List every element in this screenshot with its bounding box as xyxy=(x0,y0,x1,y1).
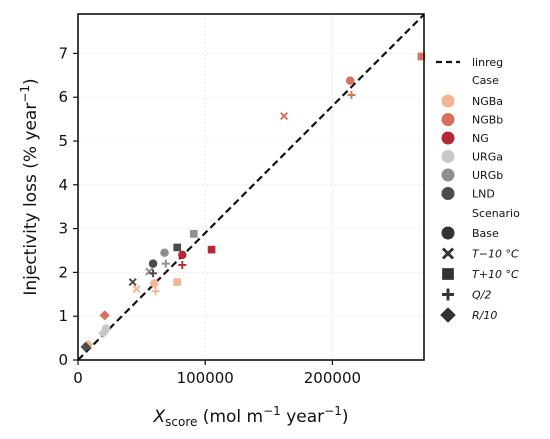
legend-case-label-urga: URGa xyxy=(472,151,503,164)
y-axis-label: Injectivity loss (% year−1) xyxy=(18,78,41,295)
data-points xyxy=(80,52,426,352)
y-tick-label-4: 4 xyxy=(58,176,68,194)
point-urgb-t-10-c-17 xyxy=(189,230,198,238)
point-lnd-r-10-23 xyxy=(80,341,91,352)
legend-scenario-entries: Base T−10 °C T+10 °C Q/2 R/10 xyxy=(440,226,519,323)
point-ng-t-10-c-11 xyxy=(207,245,216,254)
legend-scenario-r-tenth-rest: /10 xyxy=(479,309,498,322)
regression-layer xyxy=(77,13,425,361)
legend-scenario-t-minus-10-var: T xyxy=(472,248,480,261)
axis-ticks: 0 100000 200000 0 1 2 3 4 5 6 7 xyxy=(58,44,361,387)
x-axis-label-units2: year xyxy=(281,407,324,427)
y-axis-label-close: ) xyxy=(21,78,41,85)
legend-case-label-ngbb: NGBb xyxy=(472,114,503,127)
y-tick-label-6: 6 xyxy=(58,88,68,106)
x-tick-label-0: 0 xyxy=(73,369,83,387)
legend-case-entries: NGBa NGBb NG URGa URGb LND xyxy=(441,94,503,201)
legend-case-swatch-urgb xyxy=(441,168,455,182)
x-axis-label-main: X xyxy=(153,407,166,427)
legend-scenario-swatch-base xyxy=(441,226,455,240)
grid-lines xyxy=(77,14,424,361)
x-axis-label-subscript: score xyxy=(165,415,197,429)
linreg-line xyxy=(77,13,425,361)
legend-scenario-q-half: Q/2 xyxy=(472,289,491,302)
legend-linreg-label: linreg xyxy=(472,56,503,69)
legend-scenario-r-tenth: R/10 xyxy=(472,309,497,322)
legend-case-label-lnd: LND xyxy=(472,188,495,201)
legend-scenario-base: Base xyxy=(472,227,499,240)
y-tick-label-7: 7 xyxy=(58,44,68,62)
legend-scenario-r-tenth-var: R xyxy=(472,309,480,322)
y-axis-label-main: Injectivity loss (% year xyxy=(21,103,41,296)
legend-scenario-swatch-q-2 xyxy=(442,288,454,301)
point-ngba-t-10-c-1 xyxy=(132,285,141,294)
legend-case-swatch-ngba xyxy=(441,94,455,108)
plot-frame xyxy=(77,13,425,361)
legend-case-swatch-ngbb xyxy=(441,113,455,126)
legend-case-swatch-urga xyxy=(441,150,455,163)
legend-scenario-t-plus-10-var: T xyxy=(472,268,480,281)
y-tick-label-0: 0 xyxy=(58,351,68,369)
legend-scenario-q-half-var: Q xyxy=(472,289,481,302)
legend-scenario-q-half-rest: /2 xyxy=(480,289,492,302)
legend-case-label-urgb: URGb xyxy=(472,169,503,182)
legend-scenario-t-plus-10-rest: +10 °C xyxy=(479,268,519,281)
legend-scenario-t-plus-10: T+10 °C xyxy=(472,268,519,281)
x-axis-label-units: (mol m xyxy=(197,407,263,427)
x-axis-label-sup2: −1 xyxy=(324,404,342,418)
legend-scenario-swatch-r-10 xyxy=(440,307,456,323)
point-lnd-q-2-22 xyxy=(149,269,158,278)
point-ngbb-t-10-c-6 xyxy=(280,112,289,121)
point-lnd-t-10-c-20 xyxy=(128,278,137,287)
point-ng-base-10 xyxy=(178,250,187,260)
y-tick-label-3: 3 xyxy=(58,220,68,238)
x-axis-label: Xscore (mol m−1 year−1) xyxy=(153,404,349,429)
point-urga-r-10-14 xyxy=(98,327,109,338)
legend-scenario-swatch-t-10-c xyxy=(442,268,454,280)
x-tick-label-1: 100000 xyxy=(177,369,234,387)
legend-case-title: Case xyxy=(472,74,499,87)
legend: linreg Case NGBa NGBb NG URGa URGb LND Scenar… xyxy=(436,56,520,323)
legend-scenario-title: Scenario xyxy=(472,207,520,220)
y-tick-label-1: 1 xyxy=(58,307,68,325)
point-lnd-base-19 xyxy=(148,259,158,268)
y-tick-label-2: 2 xyxy=(58,263,68,281)
point-urgb-base-15 xyxy=(160,248,169,257)
legend-scenario-t-minus-10-rest: −10 °C xyxy=(479,248,519,261)
point-ngbb-t-10-c-7 xyxy=(417,52,426,61)
x-tick-label-2: 200000 xyxy=(304,369,361,387)
y-tick-label-5: 5 xyxy=(58,132,68,150)
legend-case-label-ngba: NGBa xyxy=(472,95,503,108)
y-axis-label-sup: −1 xyxy=(18,85,32,103)
legend-scenario-swatch-t-10-c xyxy=(441,247,455,260)
point-ngbb-r-10-9 xyxy=(99,310,110,321)
x-axis-label-sup1: −1 xyxy=(263,404,281,418)
point-ngba-t-10-c-2 xyxy=(173,278,182,286)
point-lnd-t-10-c-21 xyxy=(173,243,182,252)
point-ngba-q-2-3 xyxy=(151,287,160,296)
legend-case-swatch-lnd xyxy=(441,187,455,200)
legend-case-swatch-ng xyxy=(441,131,455,145)
legend-case-label-ng: NG xyxy=(472,132,489,145)
point-urgb-q-2-18 xyxy=(161,259,170,268)
point-ngba-base-0 xyxy=(150,279,159,288)
point-ngbb-q-2-8 xyxy=(347,91,356,100)
x-axis-label-close: ) xyxy=(342,407,349,427)
legend-scenario-t-minus-10: T−10 °C xyxy=(472,248,519,261)
point-ng-q-2-12 xyxy=(178,260,187,269)
point-ngbb-base-5 xyxy=(345,76,355,85)
